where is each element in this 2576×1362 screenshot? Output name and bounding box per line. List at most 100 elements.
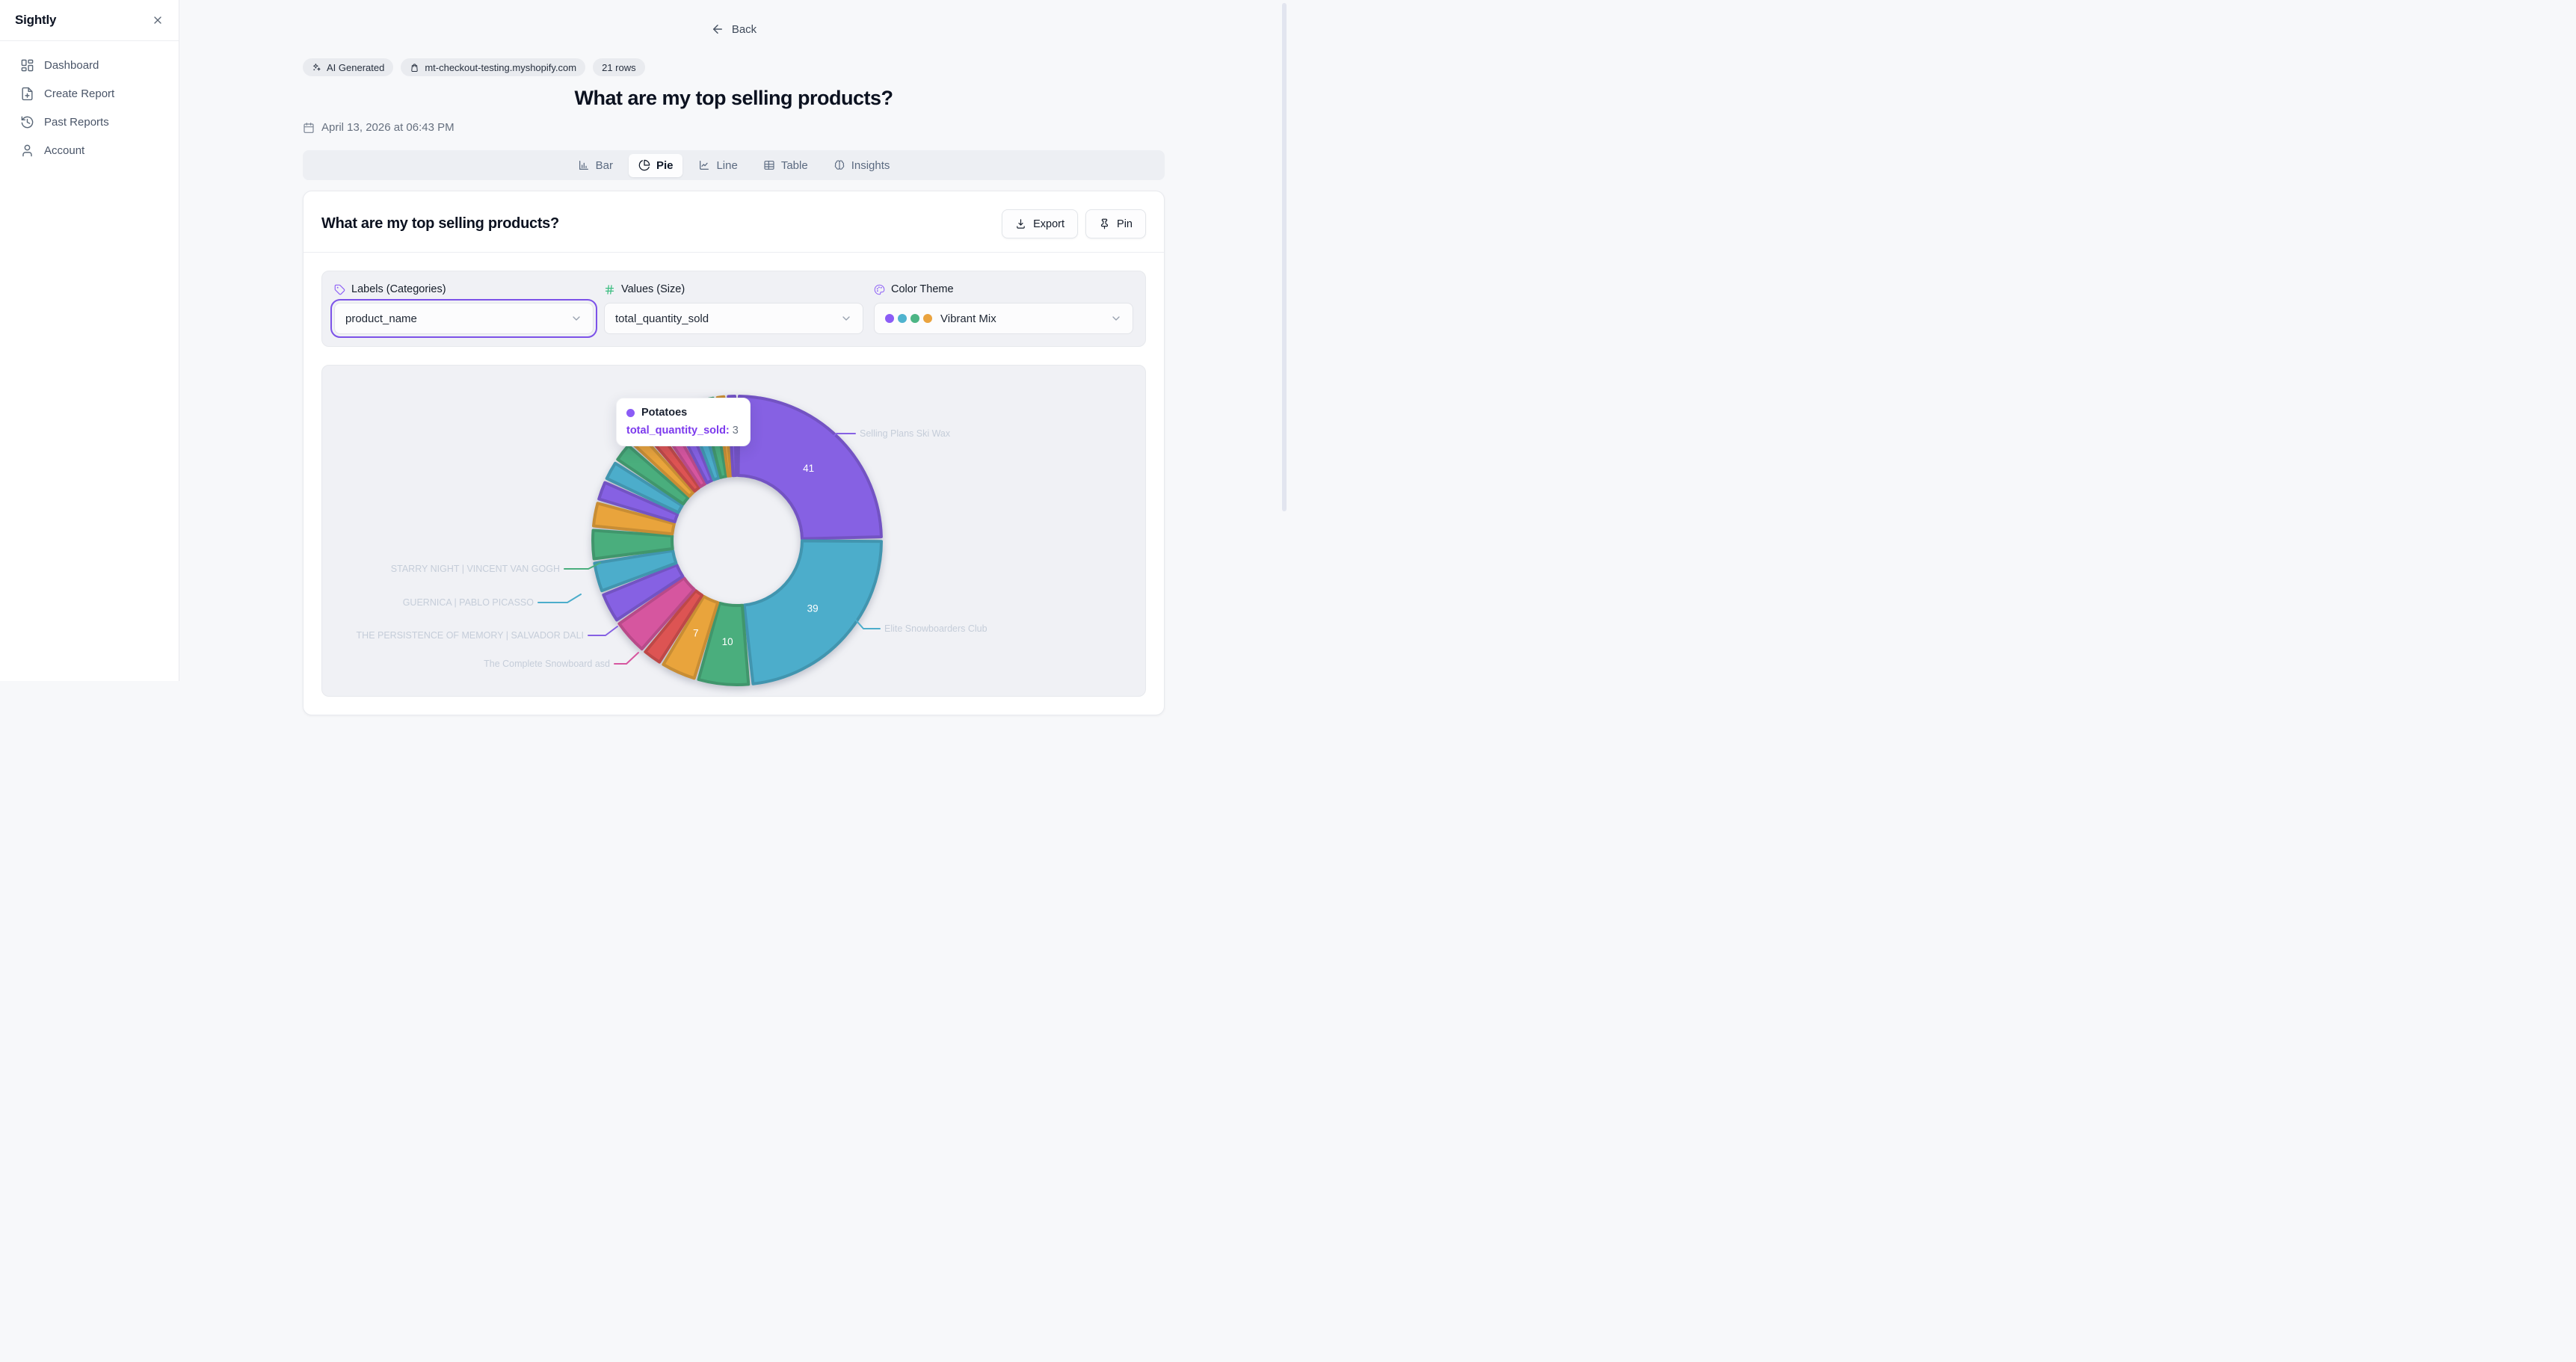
file-plus-icon (20, 87, 34, 101)
export-label: Export (1033, 218, 1065, 230)
tab-label: Insights (851, 158, 890, 172)
badge: AI Generated (303, 58, 394, 76)
values-select[interactable]: total_quantity_sold (604, 303, 863, 334)
pie-slice[interactable] (644, 589, 704, 664)
theme-swatch (885, 314, 894, 323)
pie-slice[interactable] (602, 563, 685, 622)
export-button[interactable]: Export (1002, 209, 1079, 238)
hash-icon (604, 284, 615, 295)
pie-slice[interactable] (616, 444, 690, 506)
page-scrollbar[interactable] (1282, 3, 1287, 511)
badge-label: 21 rows (602, 61, 636, 73)
tab-label: Pie (656, 158, 674, 172)
callout-line (564, 562, 601, 570)
slice-value-label: 7 (693, 628, 699, 639)
tab-bar[interactable]: Bar (568, 154, 623, 177)
tab-line[interactable]: Line (688, 154, 747, 177)
pie-slice[interactable] (593, 549, 678, 593)
theme-select-value: Vibrant Mix (940, 312, 996, 325)
sidebar-item-label: Account (44, 144, 85, 157)
arrow-left-icon (711, 22, 724, 36)
chevron-down-icon (1110, 312, 1122, 324)
chart-type-tabs: Bar Pie Line Table Insights (303, 150, 1165, 180)
sidebar-item-dashboard[interactable]: Dashboard (7, 51, 171, 79)
pie-slice[interactable] (605, 461, 684, 514)
pie-slice[interactable] (617, 576, 696, 651)
timestamp-text: April 13, 2026 at 06:43 PM (321, 121, 455, 134)
badge-label: mt-checkout-testing.myshopify.com (425, 61, 577, 73)
tooltip-series-dot (626, 408, 635, 417)
brain-icon (833, 159, 845, 171)
sidebar-item-label: Create Report (44, 87, 115, 100)
sidebar-item-past-reports[interactable]: Past Reports (7, 108, 171, 136)
tooltip-metric: total_quantity_sold: (626, 425, 730, 437)
pie-slice[interactable] (697, 601, 751, 686)
sidebar-item-create-report[interactable]: Create Report (7, 79, 171, 108)
pin-button[interactable]: Pin (1085, 209, 1146, 238)
tab-insights[interactable]: Insights (824, 154, 900, 177)
brand-logo: Sightly (15, 13, 57, 27)
user-icon (20, 144, 34, 158)
labels-field-label: Labels (Categories) (334, 283, 594, 295)
slice-callout-label: Selling Plans Ski Wax (860, 428, 951, 439)
pie-slice[interactable] (592, 502, 676, 536)
card-header: What are my top selling products? Export… (303, 191, 1164, 253)
pie-slice[interactable] (591, 529, 674, 561)
theme-swatch (898, 314, 907, 323)
slice-value-label: 10 (722, 636, 733, 647)
palette-icon (874, 284, 885, 295)
slice-value-label: 41 (803, 463, 814, 474)
pie-slice[interactable] (662, 594, 720, 680)
slice-value-label: 39 (807, 603, 819, 614)
table-icon (763, 159, 775, 171)
sidebar-nav: Dashboard Create Report Past Reports Accoun… (0, 41, 179, 164)
chevron-down-icon (570, 312, 582, 324)
badges-row: AI Generated mt-checkout-testing.myshopif… (303, 58, 1165, 76)
sidebar-item-account[interactable]: Account (7, 136, 171, 164)
theme-field-label-text: Color Theme (891, 283, 954, 295)
badge-label: AI Generated (327, 61, 385, 73)
labels-field: Labels (Categories) product_name (330, 283, 597, 338)
labels-field-label-text: Labels (Categories) (351, 283, 446, 295)
card-actions: Export Pin (1002, 209, 1146, 238)
sidebar-header: Sightly (0, 0, 179, 41)
report-card: What are my top selling products? Export… (303, 191, 1165, 715)
sparkles-icon (312, 63, 321, 73)
theme-swatch (923, 314, 932, 323)
callout-line (537, 594, 582, 603)
tooltip-value-row: total_quantity_sold: 3 (626, 425, 739, 437)
theme-field-label: Color Theme (874, 283, 1133, 295)
history-icon (20, 115, 34, 129)
labels-select-value: product_name (345, 312, 417, 325)
theme-field: Color Theme Vibrant Mix (874, 283, 1133, 334)
sidebar: Sightly Dashboard Create Report Past Repor… (0, 0, 179, 681)
callout-line (588, 626, 618, 636)
pie-slice[interactable] (736, 395, 883, 540)
download-icon (1015, 218, 1026, 229)
slice-callout-label: The Complete Snowboard asd (484, 659, 610, 669)
dashboard-icon (20, 58, 34, 73)
tooltip-series-name: Potatoes (641, 407, 688, 419)
slice-callout-label: Elite Snowboarders Club (884, 623, 987, 634)
callout-line (828, 433, 856, 440)
bar-chart-icon (578, 159, 590, 171)
sidebar-item-label: Past Reports (44, 115, 109, 129)
card-body: Labels (Categories) product_name Values … (303, 253, 1164, 715)
slice-callout-label: STARRY NIGHT | VINCENT VAN GOGH (391, 564, 560, 574)
tab-table[interactable]: Table (754, 154, 818, 177)
card-heading: What are my top selling products? (321, 215, 559, 232)
back-label: Back (731, 22, 757, 36)
tab-pie[interactable]: Pie (628, 153, 683, 177)
pie-slice[interactable] (597, 481, 680, 523)
tooltip-value: 3 (732, 425, 739, 437)
pie-slice[interactable] (742, 539, 883, 685)
back-button[interactable]: Back (303, 22, 1165, 36)
report-timestamp: April 13, 2026 at 06:43 PM (303, 121, 1165, 134)
report-page: Back AI Generated mt-checkout-testing.mys… (303, 22, 1165, 715)
badge: mt-checkout-testing.myshopify.com (401, 58, 586, 76)
page-title: What are my top selling products? (574, 87, 893, 109)
close-icon[interactable] (152, 14, 164, 26)
callout-line (846, 609, 881, 629)
theme-select[interactable]: Vibrant Mix (874, 303, 1133, 334)
labels-select[interactable]: product_name (330, 299, 597, 338)
